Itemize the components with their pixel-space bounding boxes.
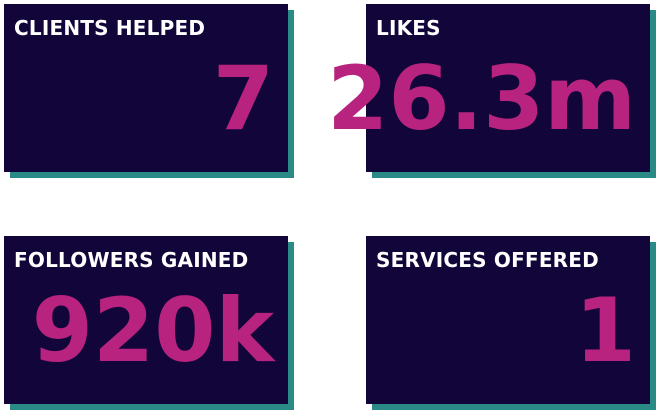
stat-label: LIKES (376, 16, 441, 40)
stat-value: 7 (212, 47, 274, 150)
stat-card: FOLLOWERS GAINED 920k (4, 236, 288, 404)
stat-label: FOLLOWERS GAINED (14, 248, 249, 272)
stat-card: LIKES 26.3m (327, 4, 650, 172)
stat-card: SERVICES OFFERED 1 (366, 236, 650, 404)
stat-label: SERVICES OFFERED (376, 248, 599, 272)
stat-value: 920k (31, 279, 274, 382)
stat-card: CLIENTS HELPED 7 (4, 4, 288, 172)
stat-value: 26.3m (327, 47, 636, 150)
stat-label: CLIENTS HELPED (14, 16, 206, 40)
stat-value: 1 (574, 279, 636, 382)
